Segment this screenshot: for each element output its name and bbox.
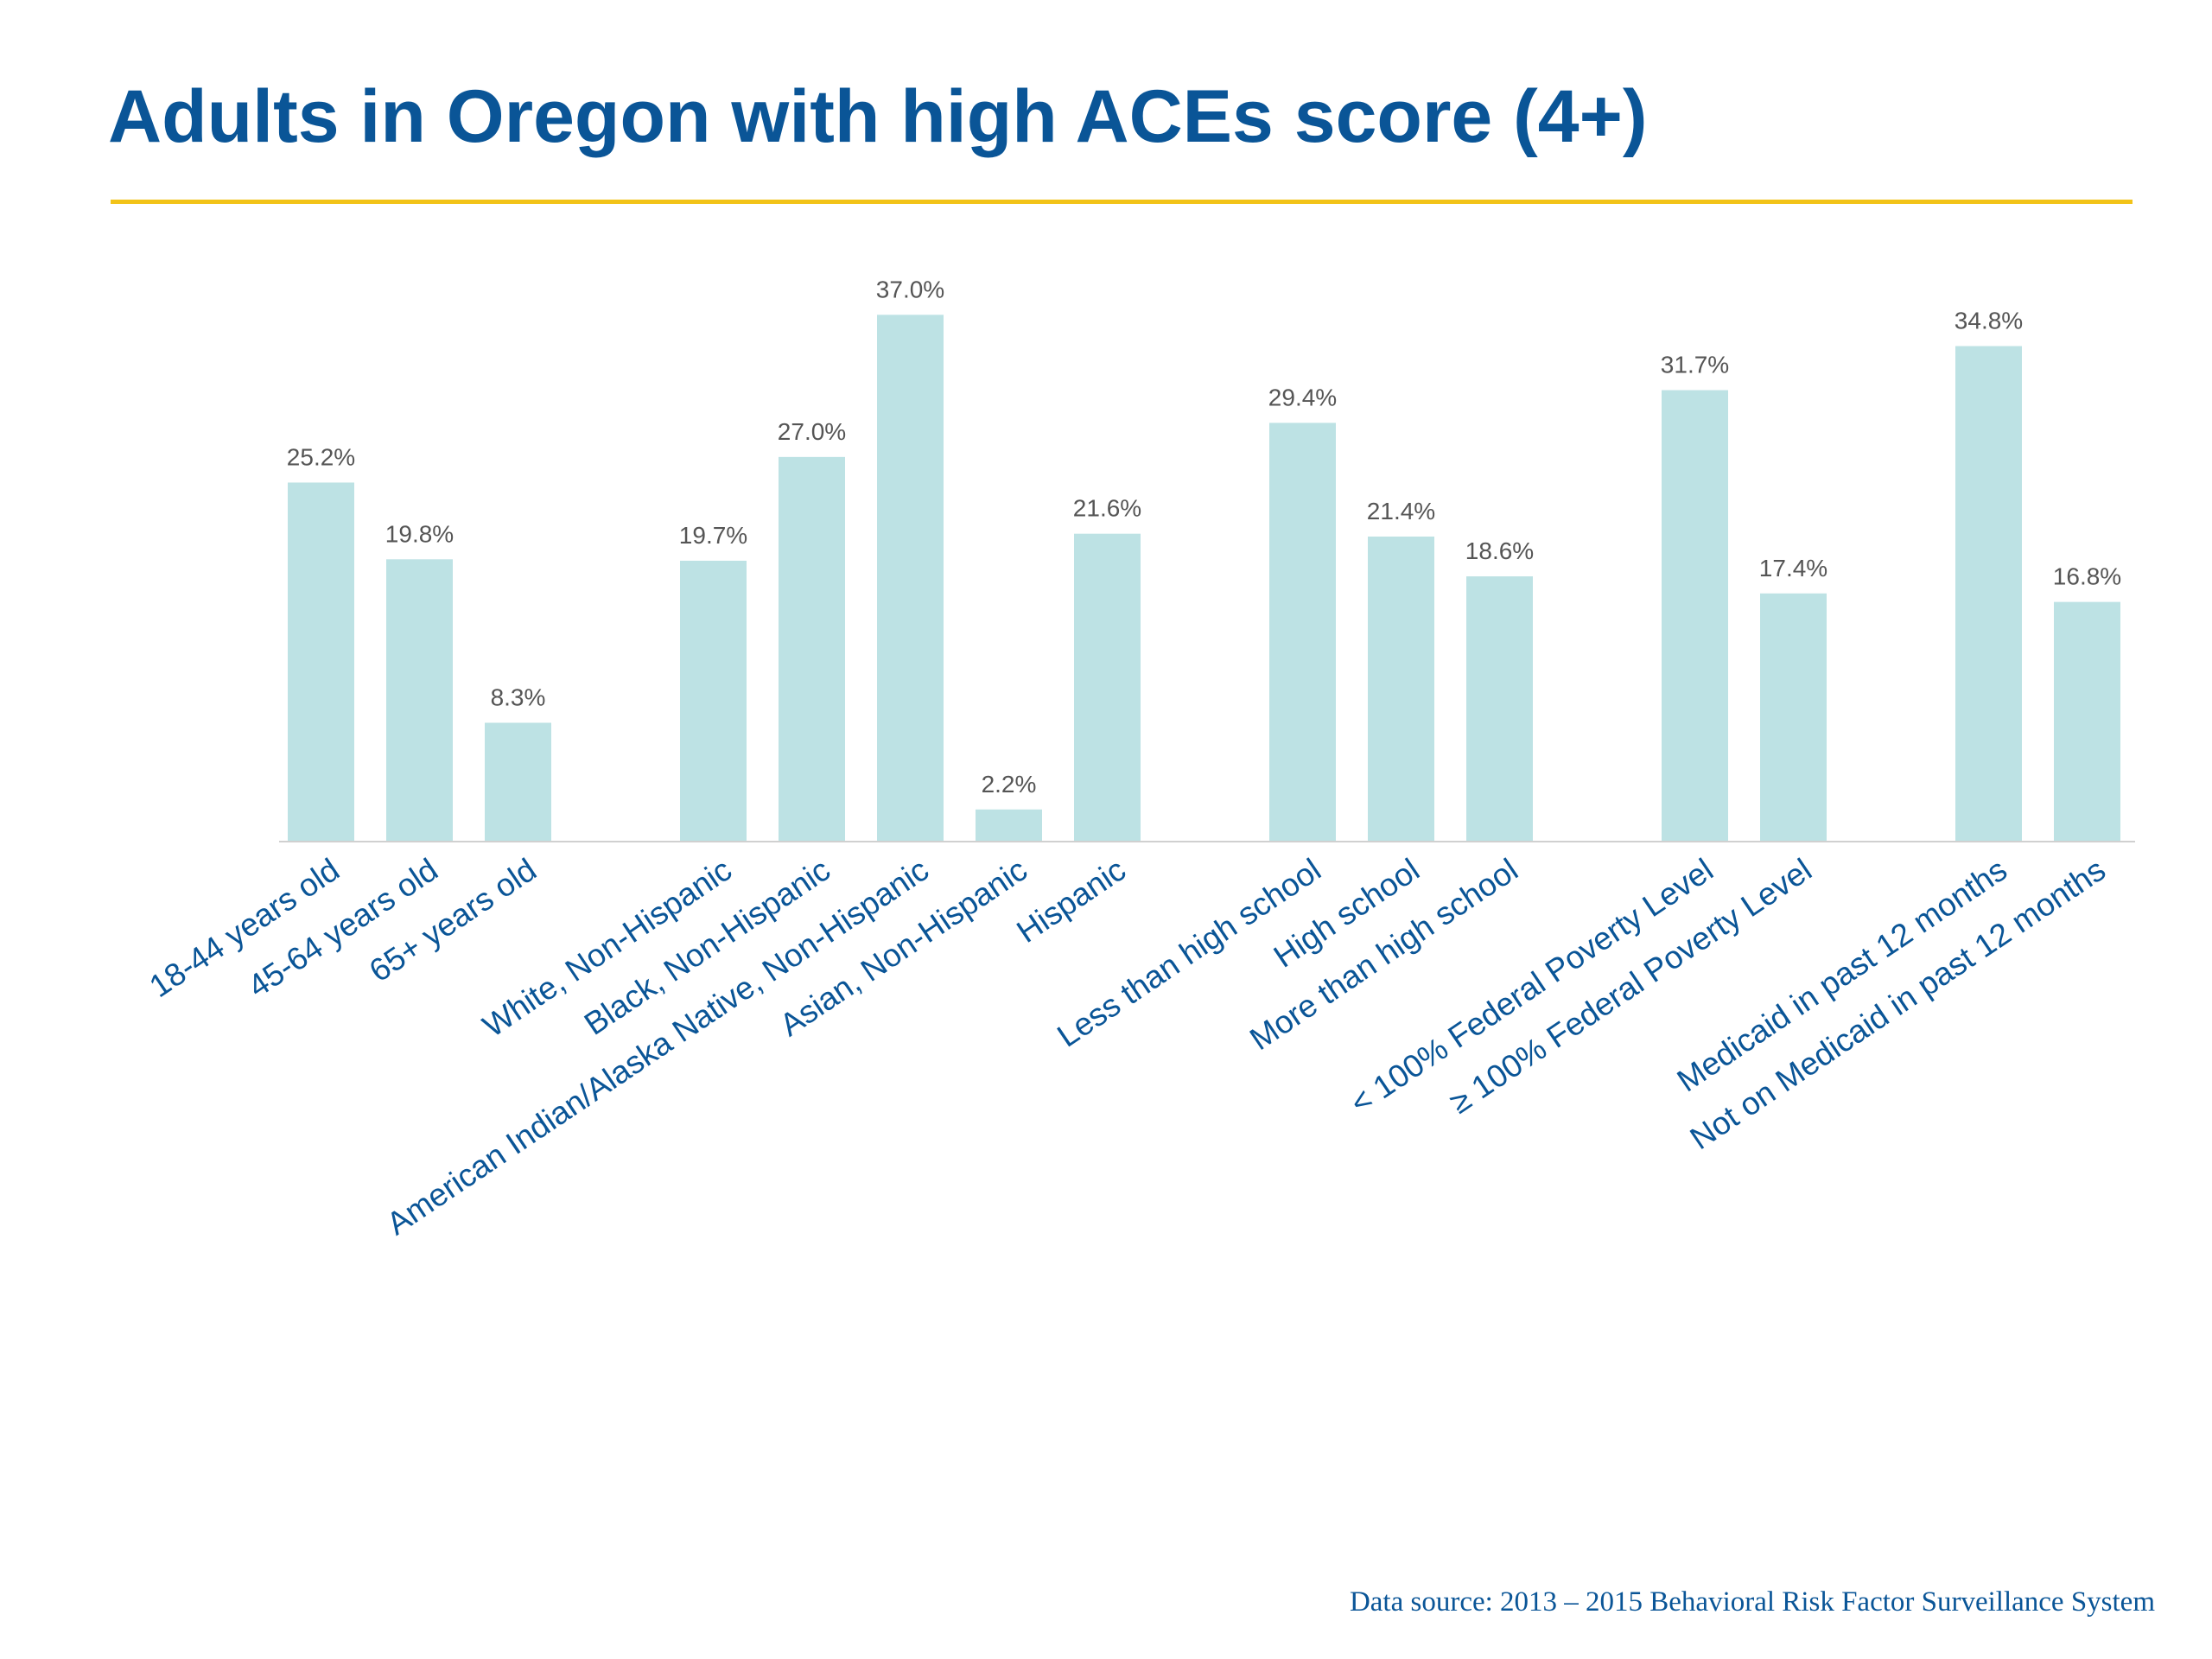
bar [680, 560, 747, 841]
bar [1368, 536, 1434, 841]
bar [877, 315, 944, 842]
bar-value-label: 37.0% [876, 276, 944, 302]
bar-value-label: 29.4% [1268, 384, 1337, 410]
bar-value-label: 19.8% [385, 520, 454, 547]
bar-value-label: 25.2% [287, 443, 355, 470]
title-rule [111, 200, 2133, 204]
bar-value-label: 16.8% [2053, 563, 2121, 590]
category-label: Hispanic [1010, 852, 1132, 950]
bar-value-label: 8.3% [491, 683, 546, 710]
bar [1074, 533, 1141, 841]
bars [288, 315, 2120, 842]
bar-value-label: 27.0% [778, 418, 846, 445]
category-label: 65+ years old [363, 852, 543, 989]
bar-value-label: 31.7% [1661, 352, 1729, 378]
bar-value-label: 21.6% [1073, 495, 1141, 522]
bar [288, 482, 354, 841]
source-note: Data source: 2013 – 2015 Behavioral Risk… [1349, 1586, 2155, 1618]
bar [779, 456, 845, 841]
bar [485, 722, 551, 841]
bar [1955, 346, 2022, 841]
bar [1466, 576, 1533, 841]
bar-value-label: 34.8% [1955, 308, 2023, 334]
bar [386, 559, 453, 841]
bar [1269, 423, 1336, 841]
bar-value-label: 18.6% [1465, 537, 1534, 564]
bar [1662, 390, 1728, 841]
bar [2054, 601, 2120, 841]
value-labels: 25.2% 19.8% 8.3% 19.7% 27.0% 37.0% 2.2% 21.6% 29… [287, 276, 2121, 797]
bar [976, 809, 1042, 841]
bar-value-label: 21.4% [1367, 498, 1435, 524]
slide-title: Adults in Oregon with high ACEs score (4… [108, 75, 1648, 158]
bar-value-label: 17.4% [1759, 555, 1827, 582]
bar-value-label: 19.7% [679, 522, 747, 549]
bar [1760, 593, 1827, 841]
bar-value-label: 2.2% [982, 771, 1037, 798]
